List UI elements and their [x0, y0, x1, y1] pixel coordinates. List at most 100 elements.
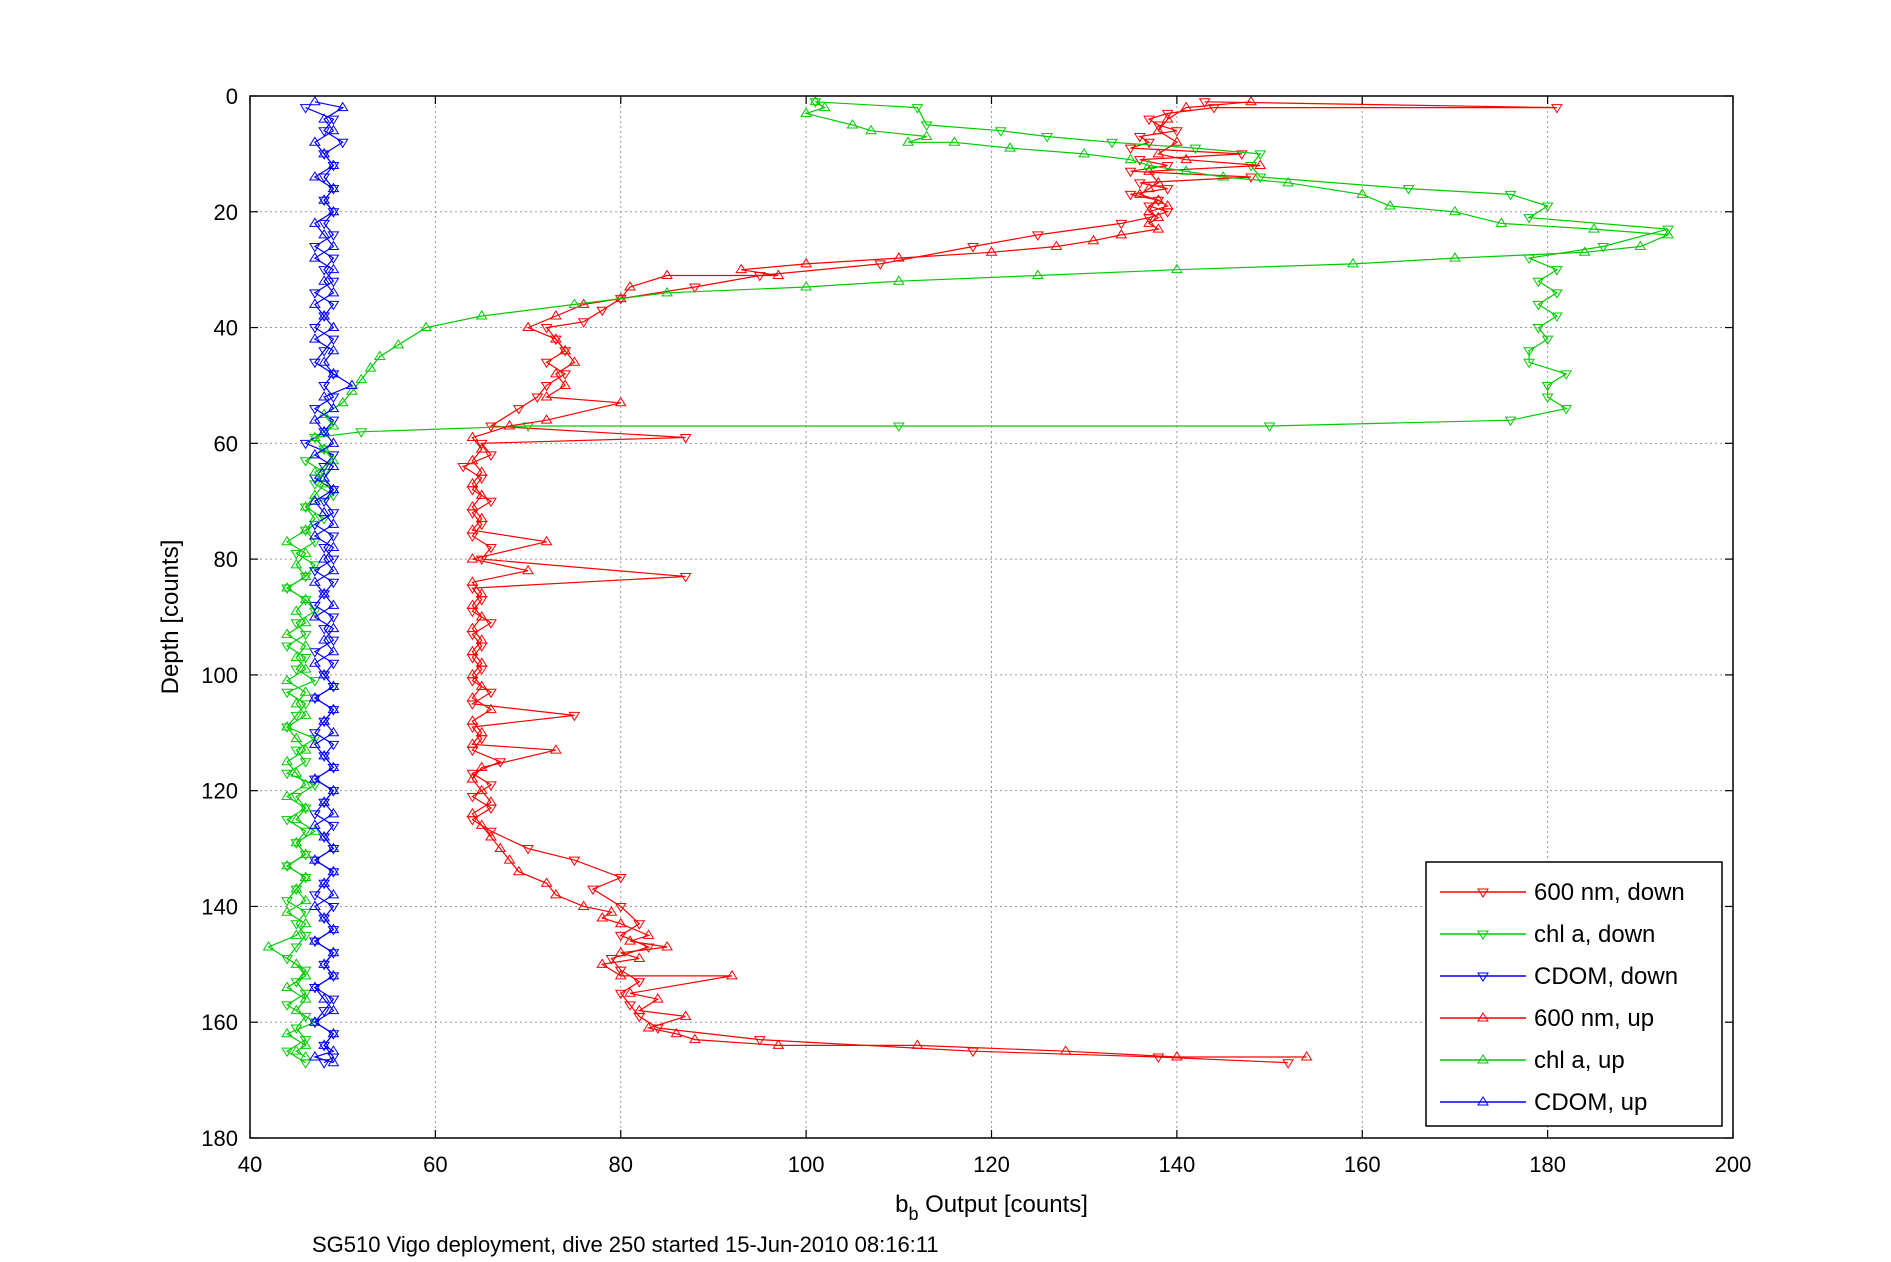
data-point	[559, 370, 572, 380]
data-point	[1523, 358, 1535, 369]
data-point	[308, 431, 321, 442]
data-point	[911, 104, 924, 114]
x-axis-label-subscript: b	[908, 1204, 918, 1224]
data-point	[299, 802, 312, 812]
data-point	[1133, 179, 1146, 189]
legend-label: 600 nm, down	[1534, 879, 1685, 906]
data-point	[466, 773, 479, 783]
data-point	[318, 113, 331, 123]
data-point	[475, 784, 488, 795]
data-point	[642, 929, 655, 939]
data-point	[318, 634, 331, 644]
data-point	[1662, 228, 1675, 239]
data-point	[327, 865, 340, 876]
data-point	[308, 900, 321, 910]
data-point	[679, 1010, 692, 1020]
data-point	[308, 601, 321, 612]
data-point	[994, 127, 1007, 137]
data-point	[318, 912, 331, 922]
data-point	[318, 127, 331, 137]
data-point	[1402, 185, 1415, 195]
data-point	[299, 104, 312, 114]
y-tick-label: 140	[201, 894, 238, 919]
data-point	[299, 908, 312, 919]
data-point	[522, 564, 534, 575]
data-point	[308, 607, 321, 618]
data-point	[1245, 173, 1257, 183]
y-tick-label: 20	[214, 200, 238, 225]
data-point	[290, 697, 303, 708]
x-tick-label: 60	[423, 1152, 447, 1177]
data-point	[327, 393, 340, 403]
data-point	[985, 246, 998, 256]
data-point	[318, 275, 331, 285]
data-point	[327, 518, 340, 528]
data-point	[568, 356, 581, 366]
data-point	[318, 625, 331, 635]
data-point	[327, 555, 340, 566]
legend-marker	[1477, 972, 1489, 982]
data-point	[299, 969, 312, 980]
data-point	[318, 717, 331, 728]
data-point	[1523, 214, 1535, 224]
data-point	[355, 373, 368, 384]
data-point	[892, 275, 905, 285]
legend-label: chl a, up	[1534, 1047, 1625, 1074]
data-point	[475, 761, 488, 772]
data-point	[485, 544, 497, 554]
data-point	[1143, 202, 1155, 212]
data-point	[308, 405, 321, 415]
data-point	[308, 289, 321, 299]
data-point	[299, 758, 312, 768]
data-point	[327, 923, 340, 934]
data-point	[466, 524, 479, 534]
y-tick-label: 0	[226, 84, 238, 109]
data-point	[1189, 144, 1202, 155]
data-point	[1143, 182, 1155, 193]
data-point	[809, 95, 822, 106]
data-point	[290, 605, 303, 615]
data-point	[1384, 200, 1396, 210]
data-point	[1152, 194, 1165, 204]
data-point	[308, 810, 321, 820]
legend-marker	[1477, 930, 1489, 940]
data-point	[327, 205, 340, 216]
axis-ticks: 40 60 80 100 120 140 160 180 200 0 20 40 60 80 100 120 1…	[201, 84, 1751, 1177]
data-point	[327, 659, 340, 670]
data-point	[559, 379, 572, 389]
data-point	[290, 619, 303, 629]
data-point	[679, 572, 692, 583]
data-point	[485, 781, 497, 791]
caption: SG510 Vigo deployment, dive 250 started …	[312, 1232, 939, 1257]
data-point	[475, 310, 488, 320]
data-point	[299, 686, 312, 696]
data-point	[494, 842, 507, 853]
data-point	[290, 732, 303, 743]
data-point	[420, 321, 433, 332]
data-point	[948, 136, 961, 146]
data-point	[327, 454, 340, 465]
data-point	[308, 243, 321, 253]
data-point	[1254, 173, 1267, 183]
data-point	[596, 306, 609, 317]
data-point	[1254, 150, 1267, 160]
data-point	[327, 902, 340, 913]
data-point	[281, 859, 293, 870]
data-point	[1347, 257, 1359, 268]
data-point	[1031, 231, 1044, 241]
data-point	[1504, 190, 1517, 201]
data-point	[1504, 416, 1517, 427]
data-point	[318, 173, 331, 183]
data-point	[327, 509, 340, 519]
data-point	[281, 674, 293, 685]
data-point	[485, 827, 497, 838]
data-point	[892, 422, 905, 432]
data-point	[466, 431, 479, 442]
data-point	[1161, 113, 1174, 123]
data-point	[911, 1039, 924, 1049]
data-point	[1087, 234, 1100, 245]
data-point	[327, 1045, 340, 1055]
data-point	[1532, 277, 1545, 288]
data-point	[290, 929, 303, 939]
data-point	[373, 350, 386, 360]
